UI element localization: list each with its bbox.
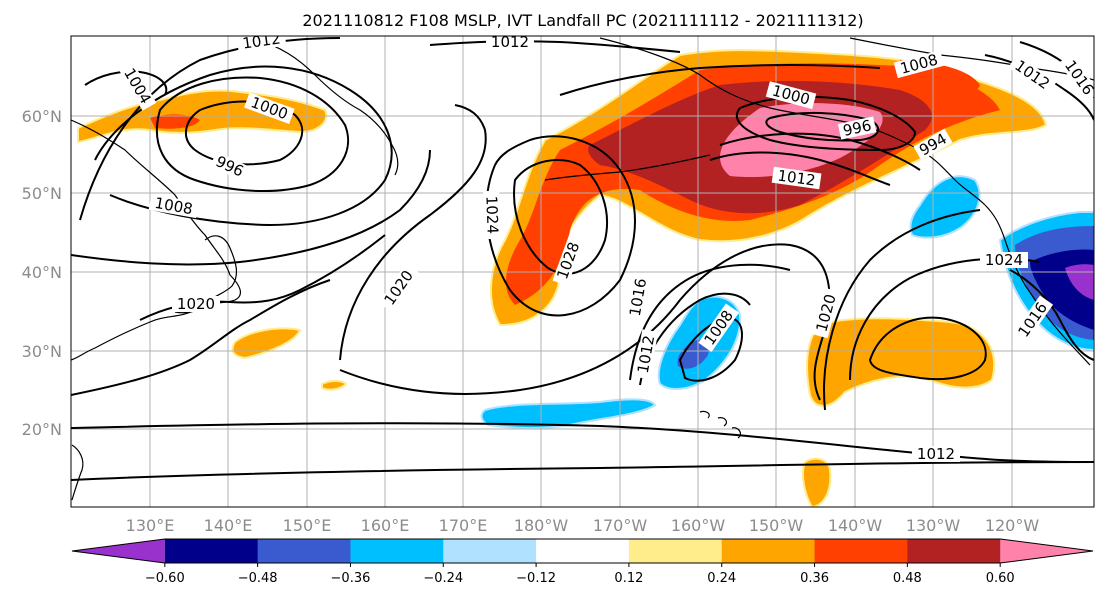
colorbar-segment: [350, 539, 444, 563]
colorbar-segments: [71, 538, 1094, 564]
coastline-asia: [71, 119, 242, 361]
lat-label: 50°N: [22, 184, 62, 203]
coastline-na-west: [984, 204, 1091, 366]
isobar-1020-east-loop: [868, 316, 987, 381]
coastline-alaska: [599, 37, 986, 206]
coastline-aleutians: [544, 154, 711, 181]
lon-label: 180°W: [514, 516, 569, 535]
isobar-1012-west: [71, 279, 331, 396]
map-content: 1012 1012 1004 1000 996 1008 1020 1024 1…: [71, 29, 1094, 507]
isobar-label: 1012: [491, 33, 529, 51]
lat-label: 30°N: [22, 342, 62, 361]
negative-region-west-coast-purple: [1065, 264, 1094, 300]
isobar-1012-low: [709, 151, 891, 186]
colorbar-segment: [628, 539, 723, 563]
colorbar-extend-max: [1000, 539, 1093, 563]
isobar-1016-north: [559, 64, 881, 96]
colorbar-tick-label: 0.60: [986, 571, 1015, 586]
isobar-1004-nw: [84, 70, 168, 96]
colorbar-tick-label: 0.48: [893, 571, 922, 586]
lon-label: 150°W: [749, 516, 804, 535]
isobar-1012-south: [71, 422, 1094, 463]
isobar-label: 1012: [917, 445, 955, 463]
isobar-1000-low: [735, 95, 917, 152]
lon-label: 170°E: [439, 516, 488, 535]
coastline-na-north: [849, 37, 1094, 81]
isobar-south-2: [71, 461, 1094, 481]
colorbar-tick-label: −0.24: [423, 571, 463, 586]
isobar-1028: [513, 159, 609, 275]
colorbar-tick-label: −0.60: [145, 571, 185, 586]
colorbar-tick-label: −0.12: [516, 571, 556, 586]
isobar-label: 996: [841, 116, 873, 140]
lat-label: 60°N: [22, 107, 62, 126]
colorbar-segment: [721, 539, 816, 563]
positive-region-small-2: [321, 380, 348, 391]
lon-label: 160°W: [671, 516, 726, 535]
isobar-996-low: [765, 111, 880, 142]
latitude-labels: 60°N 50°N 40°N 30°N 20°N: [22, 107, 62, 439]
lon-label: 130°E: [126, 516, 175, 535]
coastline-philippines: [71, 444, 84, 501]
lon-label: 170°W: [593, 516, 648, 535]
colorbar-segment: [536, 539, 630, 563]
isobar-label: 1024: [985, 251, 1023, 269]
map-frame: [70, 35, 1095, 508]
colorbar-ticks: −0.60 −0.48 −0.36 −0.24 −0.12 0.12 0.24 0.36 0.4…: [145, 563, 1015, 586]
colorbar-tick-label: 0.36: [800, 571, 829, 586]
isobar-1024: [339, 104, 487, 361]
isobar-1016-central: [629, 263, 791, 381]
isobar-label: 1020: [177, 295, 215, 313]
isobar-east-1020: [1009, 269, 1094, 361]
lon-label: 160°E: [361, 516, 410, 535]
positive-region-south: [802, 457, 832, 507]
colorbar-segment: [814, 539, 908, 563]
colorbar-extend-min: [72, 539, 165, 563]
lon-label: 140°E: [204, 516, 253, 535]
lon-label: 130°W: [906, 516, 961, 535]
lon-label: 140°W: [828, 516, 883, 535]
colorbar-segment: [907, 539, 1001, 563]
colorbar-segment: [164, 539, 259, 563]
figure-title: 2021110812 F108 MSLP, IVT Landfall PC (2…: [302, 11, 863, 30]
colorbar-tick-label: 0.24: [707, 571, 736, 586]
isobar-1012-west-outer: [79, 37, 341, 221]
isobar-1024-loop: [485, 135, 636, 317]
lon-label: 150°E: [283, 516, 332, 535]
isobar-ne-1012: [984, 54, 1094, 121]
lat-label: 20°N: [22, 420, 62, 439]
isobar-1008-west: [94, 65, 393, 227]
isobar-label: 1012: [776, 166, 816, 189]
negative-region-south-band: [480, 398, 657, 430]
colorbar-tick-label: −0.48: [238, 571, 278, 586]
colorbar-tick-label: −0.36: [331, 571, 371, 586]
isobar-label: 1012: [241, 29, 281, 52]
isobar-1020-east: [823, 209, 981, 411]
isobar-label: 1024: [482, 195, 501, 234]
lat-label: 40°N: [22, 263, 62, 282]
isobar-1016-west-outer: [71, 149, 431, 266]
isobar-1004-west: [155, 76, 350, 192]
longitude-labels: 130°E 140°E 150°E 160°E 170°E 180°W 170°…: [126, 516, 1040, 535]
colorbar-segment: [257, 539, 351, 563]
coastline-hawaii: [699, 410, 742, 439]
isobar-1008-central: [678, 316, 743, 382]
colorbar-tick-label: 0.12: [614, 571, 643, 586]
colorbar: −0.60 −0.48 −0.36 −0.24 −0.12 0.12 0.24 0.36 0.4…: [71, 538, 1094, 586]
lon-label: 120°W: [985, 516, 1040, 535]
coastlines: [71, 37, 1094, 501]
colorbar-segment: [443, 539, 537, 563]
coastline-kamchatka: [249, 37, 399, 176]
isobar-1012-north: [429, 40, 681, 53]
negative-region-mid-pacific-inner: [677, 339, 709, 369]
